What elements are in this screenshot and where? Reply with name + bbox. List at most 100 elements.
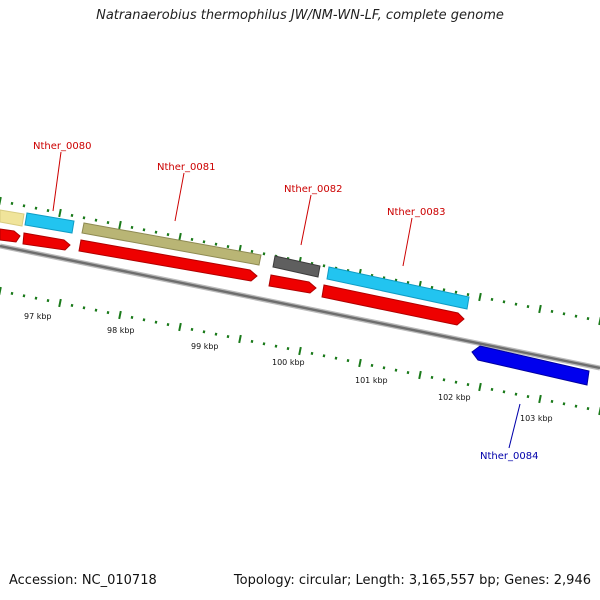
leader-0084 [508, 403, 521, 449]
tick-label-101: 101 kbp [355, 376, 388, 385]
inner-ring-tick [262, 342, 266, 346]
genome-summary-text: Topology: circular; Length: 3,165,557 bp… [233, 573, 591, 588]
inner-ring-tick [298, 346, 302, 356]
tick-label-102: 102 kbp [438, 393, 471, 402]
outer-ring-tick [106, 221, 110, 225]
leader-0083 [402, 217, 413, 267]
inner-ring-tick [430, 375, 434, 379]
outer-ring-tick [538, 304, 542, 314]
cog-ring [0, 209, 470, 310]
leader-0080 [52, 151, 62, 212]
outer-ring-tick [478, 292, 482, 302]
inner-ring-tick [22, 294, 26, 298]
leader-0082 [300, 194, 312, 246]
outer-ring-tick [46, 209, 50, 213]
outer-ring-tick [70, 213, 74, 217]
outer-ring-tick [118, 220, 122, 230]
outer-ring-tick [502, 300, 506, 304]
inner-ring-tick [550, 399, 554, 403]
inner-ring-tick [178, 322, 182, 332]
inner-ring-tick [166, 323, 170, 327]
inner-ring-tick [274, 344, 278, 348]
accession-text: Accession: NC_010718 [9, 573, 157, 588]
cog-bar-yellow[interactable] [0, 209, 25, 227]
outer-ring-tick [598, 316, 600, 326]
leader-0081 [174, 172, 185, 222]
inner-ring-tick [322, 354, 326, 358]
gene-labels: Nther_0080 Nther_0081 Nther_0082 Nther_0… [33, 141, 538, 462]
outer-ring-tick [490, 297, 494, 301]
outer-ring-tick [34, 206, 38, 210]
gene-label-0082[interactable]: Nther_0082 [284, 184, 342, 195]
inner-ring-tick [586, 407, 590, 411]
outer-ring-tick [262, 252, 266, 256]
inner-ring-tick [598, 406, 600, 416]
gene-label-0083[interactable]: Nther_0083 [387, 207, 445, 218]
outer-ring-tick [154, 230, 158, 234]
inner-ring-tick [70, 303, 74, 307]
inner-ring-tick [154, 320, 158, 324]
inner-ring-tick [538, 394, 542, 404]
inner-ring-tick [490, 387, 494, 391]
outer-ring-tick [10, 201, 14, 205]
inner-ring-tick [478, 382, 482, 392]
inner-ring-tick [346, 359, 350, 363]
inner-ring-tick [118, 310, 122, 320]
cds-arrow-0080[interactable] [22, 232, 71, 251]
outer-ring-tick [550, 309, 554, 313]
cds-arrow-0079[interactable] [0, 228, 21, 243]
inner-ring-tick [58, 298, 62, 308]
cds-arrow-0084[interactable] [471, 345, 590, 386]
inner-ring-tick [0, 286, 2, 296]
cds-arrow-0083[interactable] [321, 284, 465, 326]
cds-arrow-0082[interactable] [268, 274, 317, 294]
outer-ring-tick [22, 204, 26, 208]
gene-label-0080[interactable]: Nther_0080 [33, 141, 91, 152]
inner-ring-tick [574, 404, 578, 408]
tick-label-103: 103 kbp [520, 414, 553, 423]
outer-ring-tick [0, 196, 2, 206]
inner-ring-tick [418, 370, 422, 380]
outer-ring-tick [454, 290, 458, 294]
outer-ring-tick [514, 302, 518, 306]
label-leaders [52, 151, 521, 449]
inner-ring-tick [46, 299, 50, 303]
gene-label-0081[interactable]: Nther_0081 [157, 162, 215, 173]
outer-ring-tick [166, 233, 170, 237]
outer-ring-tick [94, 218, 98, 222]
inner-ring-tick [382, 366, 386, 370]
inner-ring-tick [370, 363, 374, 367]
outer-ring-tick [190, 237, 194, 241]
inner-ring-tick [406, 371, 410, 375]
outer-ring-tick [130, 225, 134, 229]
tick-label-100: 100 kbp [272, 358, 305, 367]
cog-bar-gray[interactable] [272, 255, 321, 278]
inner-ring-tick [358, 358, 362, 368]
inner-ring-tick [514, 392, 518, 396]
outer-ring-tick [442, 288, 446, 292]
inner-ring-tick [226, 335, 230, 339]
outer-ring-tick [466, 293, 470, 297]
outer-ring-tick [82, 216, 86, 220]
inner-ring-tick [562, 402, 566, 406]
tick-label-98: 98 kbp [107, 326, 135, 335]
cds-arrow-0081[interactable] [78, 239, 258, 282]
cog-bar-khaki[interactable] [81, 222, 262, 266]
outer-ring-tick [202, 240, 206, 244]
cog-bar-cyan-2[interactable] [326, 266, 470, 310]
inner-ring-tick [394, 368, 398, 372]
gene-label-0084[interactable]: Nther_0084 [480, 451, 538, 462]
inner-ring-tick [214, 332, 218, 336]
inner-ring-tick [202, 330, 206, 334]
cog-bar-cyan-1[interactable] [24, 212, 75, 234]
inner-ring-tick [502, 390, 506, 394]
outer-ring-tick [178, 232, 182, 242]
inner-ring-tick [106, 311, 110, 315]
outer-ring-tick [250, 249, 254, 253]
outer-ring-tick [430, 285, 434, 289]
kbp-labels: 97 kbp 98 kbp 99 kbp 100 kbp 101 kbp 102… [24, 312, 553, 423]
inner-ring-tick [442, 378, 446, 382]
outer-ring-tick [562, 312, 566, 316]
genome-backbone-line [0, 244, 600, 370]
